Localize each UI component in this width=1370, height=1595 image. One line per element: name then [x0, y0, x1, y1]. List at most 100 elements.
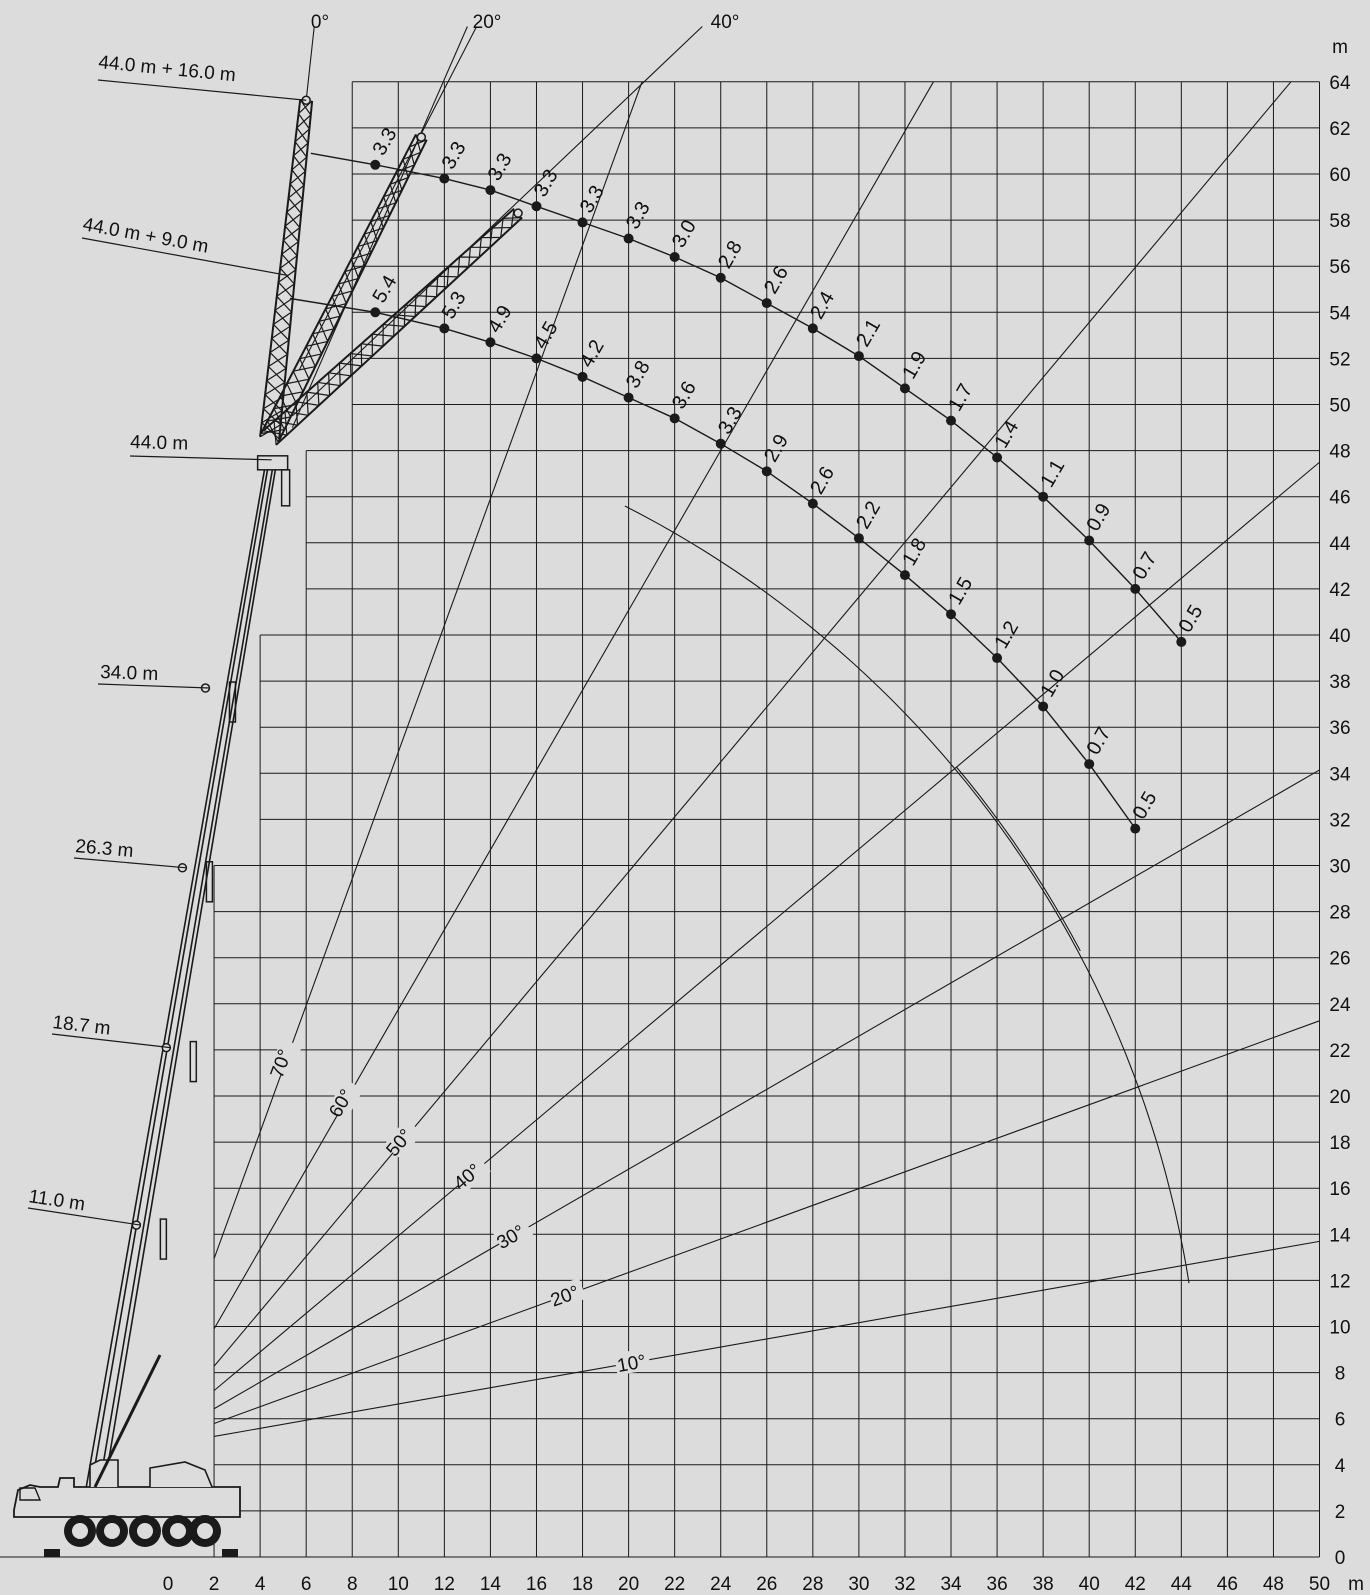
load-value-label: 2.9 — [760, 431, 793, 466]
x-tick-label: 36 — [987, 1574, 1008, 1595]
jib-offset-label: 0° — [311, 12, 329, 33]
load-value-label: 4.5 — [530, 318, 563, 353]
x-tick-label: 6 — [301, 1574, 312, 1595]
load-value-label: 1.7 — [944, 380, 977, 415]
load-value-label: 3.3 — [484, 150, 517, 185]
y-tick-label: 24 — [1329, 995, 1351, 1016]
y-axis-unit: m — [1332, 37, 1348, 58]
x-tick-label: 34 — [940, 1574, 962, 1595]
y-tick-label: 40 — [1329, 626, 1350, 647]
grid — [0, 81, 1320, 1558]
jib-lacing — [260, 134, 422, 435]
y-tick-label: 32 — [1329, 810, 1350, 831]
load-point — [715, 438, 726, 449]
load-value-label: 2.6 — [760, 262, 793, 297]
load-value-label: 2.8 — [714, 237, 747, 272]
x-tick-label: 18 — [572, 1574, 593, 1595]
wheel-hub-icon — [170, 1523, 186, 1539]
y-tick-label: 16 — [1329, 1179, 1350, 1200]
y-tick-label: 60 — [1329, 165, 1350, 186]
boom-section — [97, 459, 275, 1493]
load-value-label: 1.8 — [898, 534, 931, 569]
wheel-hub-icon — [72, 1523, 88, 1539]
load-value-label: 1.1 — [1036, 456, 1069, 491]
load-point — [370, 307, 381, 318]
load-point — [485, 185, 496, 196]
y-tick-label: 52 — [1329, 349, 1350, 370]
load-value-label: 3.3 — [622, 198, 655, 233]
load-value-label: 5.3 — [438, 288, 471, 323]
load-point — [485, 337, 496, 348]
operator-cab — [89, 1459, 119, 1487]
boom-length-label: 44.0 m + 16.0 m — [98, 52, 237, 86]
angle-label-bg — [450, 1154, 491, 1194]
y-tick-label: 62 — [1329, 119, 1350, 140]
load-point — [1130, 583, 1141, 594]
x-axis-unit: m — [1348, 1574, 1364, 1595]
x-tick-label: 16 — [526, 1574, 547, 1595]
y-tick-label: 42 — [1329, 580, 1350, 601]
wheel-hub-icon — [137, 1523, 153, 1539]
boom-length-label: 44.0 m — [130, 432, 189, 455]
x-tick-label: 4 — [255, 1574, 266, 1595]
y-tick-label: 30 — [1329, 857, 1350, 878]
load-value-label: 3.3 — [530, 166, 563, 201]
lift-cylinder — [93, 1354, 162, 1488]
load-point — [531, 353, 542, 364]
load-point — [669, 251, 680, 262]
angle-label-bg — [493, 1216, 534, 1253]
load-value-label: 1.9 — [898, 348, 931, 383]
x-tick-label: 50 — [1309, 1574, 1330, 1595]
jib-offset-line — [298, 26, 478, 371]
load-curve-line — [289, 297, 1136, 830]
x-tick-label: 2 — [209, 1574, 220, 1595]
load-point — [899, 570, 910, 581]
load-value-label: 2.1 — [852, 316, 885, 351]
boom-angle-line — [213, 1020, 1320, 1425]
jib-offset-line — [305, 26, 315, 101]
jib-lacing — [259, 99, 312, 438]
load-value-label: 3.0 — [668, 216, 701, 251]
pulley-icon — [228, 681, 237, 723]
y-tick-label: 4 — [1335, 1456, 1346, 1477]
y-tick-label: 38 — [1329, 672, 1350, 693]
y-tick-label: 18 — [1329, 1133, 1350, 1154]
load-value-label: 0.9 — [1082, 500, 1115, 535]
y-tick-label: 14 — [1329, 1225, 1351, 1246]
y-tick-label: 58 — [1329, 211, 1350, 232]
x-tick-label: 46 — [1217, 1574, 1238, 1595]
load-point — [1130, 823, 1141, 834]
jib-chord — [262, 207, 515, 432]
x-tick-label: 32 — [894, 1574, 915, 1595]
truck-carrier — [13, 1354, 241, 1557]
load-point — [577, 371, 588, 382]
jib-40deg — [262, 207, 523, 446]
y-tick-label: 2 — [1335, 1502, 1346, 1523]
x-tick-label: 28 — [802, 1574, 823, 1595]
load-curve-line — [310, 152, 1182, 643]
angle-label-bg — [327, 1078, 364, 1120]
load-point — [899, 383, 910, 394]
load-point — [853, 533, 864, 544]
load-point — [992, 452, 1003, 463]
boom-angle-line — [213, 461, 1320, 1392]
load-point — [531, 201, 542, 212]
jib-20deg — [260, 132, 428, 443]
jib-0deg — [259, 95, 314, 440]
load-point — [669, 413, 680, 424]
load-point — [370, 159, 381, 170]
boom-angle-line — [213, 81, 643, 1259]
x-tick-label: 10 — [388, 1574, 409, 1595]
load-point — [577, 217, 588, 228]
hook-icon — [280, 469, 291, 507]
load-point — [715, 272, 726, 283]
x-tick-label: 38 — [1033, 1574, 1054, 1595]
x-tick-label: 30 — [848, 1574, 869, 1595]
jib-lacing — [263, 217, 523, 436]
boom-arcs — [291, 26, 1190, 1284]
x-tick-label: 24 — [710, 1574, 732, 1595]
boom-angle-line — [213, 1240, 1320, 1438]
x-tick-label: 22 — [664, 1574, 685, 1595]
load-value-label: 1.5 — [944, 574, 977, 609]
arc-mid — [956, 766, 1081, 952]
